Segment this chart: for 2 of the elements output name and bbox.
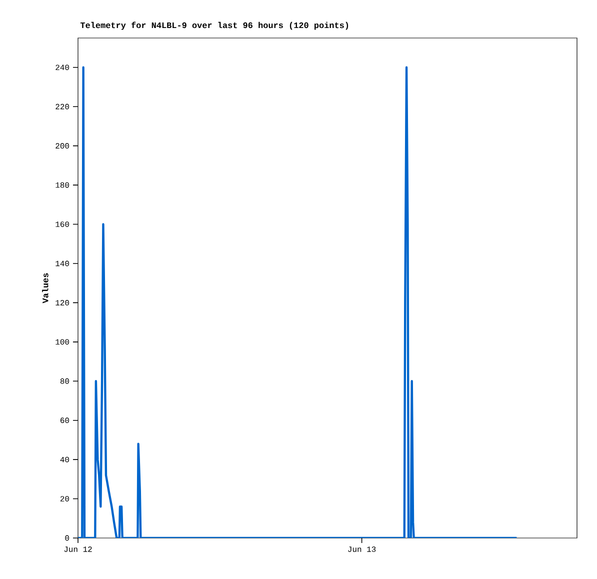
chart-title: Telemetry for N4LBL-9 over last 96 hours (120 points) [80, 22, 348, 30]
y-axis-title: Values [42, 273, 48, 304]
